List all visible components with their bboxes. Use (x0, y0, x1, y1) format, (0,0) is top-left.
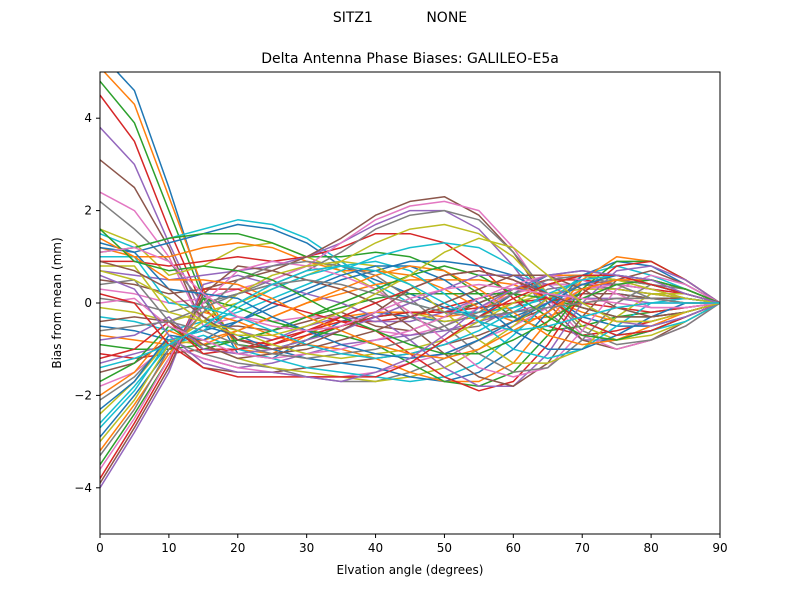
x-tick-label: 70 (575, 541, 590, 555)
y-axis-ticks: −4 −2 0 2 4 (74, 111, 100, 495)
series-line-57 (100, 246, 720, 332)
x-tick-label: 60 (506, 541, 521, 555)
y-tick-label: 0 (84, 296, 92, 310)
x-axis-ticks: 0 10 20 30 40 50 60 70 80 90 (96, 534, 728, 555)
series-line-14 (100, 232, 720, 337)
series-line-4 (100, 94, 720, 346)
x-tick-label: 40 (368, 541, 383, 555)
x-tick-label: 90 (712, 541, 727, 555)
chart-title: Delta Antenna Phase Biases: GALILEO-E5a (261, 51, 559, 67)
y-tick-label: −4 (74, 481, 92, 495)
y-tick-label: −2 (74, 388, 92, 402)
x-tick-label: 20 (230, 541, 245, 555)
series-line-58 (100, 279, 720, 332)
x-tick-label: 30 (299, 541, 314, 555)
series-line-59 (100, 237, 720, 337)
series-line-60 (100, 265, 720, 369)
series-line-37 (100, 260, 720, 470)
x-tick-label: 50 (437, 541, 452, 555)
y-tick-label: 4 (84, 111, 92, 125)
y-axis-label: Bias from mean (mm) (50, 237, 64, 368)
x-tick-label: 80 (643, 541, 658, 555)
x-tick-label: 0 (96, 541, 104, 555)
series-lines (100, 72, 720, 489)
series-line-55 (100, 269, 720, 383)
series-line-47 (100, 274, 720, 360)
figure-suptitle: SITZ1 NONE (332, 10, 468, 26)
y-tick-label: 2 (84, 204, 92, 218)
series-line-56 (100, 260, 720, 350)
x-tick-label: 10 (161, 541, 176, 555)
series-line-53 (100, 228, 720, 355)
series-line-52 (100, 237, 720, 360)
x-axis-label: Elvation angle (degrees) (337, 563, 484, 577)
